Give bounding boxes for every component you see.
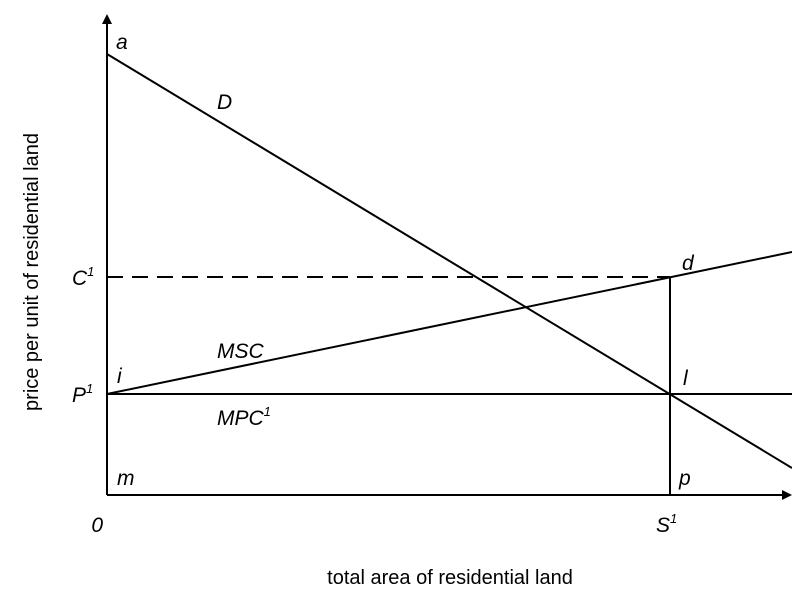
point-label-i: i [117, 365, 123, 388]
point-label-l: l [683, 367, 689, 390]
point-label-m: m [117, 467, 135, 490]
point-label-a: a [116, 31, 128, 54]
demand-curve [106, 53, 792, 469]
label-mpc: MPC1 [217, 404, 271, 430]
msc-curve [106, 251, 792, 395]
y-axis-title: price per unit of residential land [21, 133, 43, 411]
origin-label: 0 [91, 514, 103, 537]
label-msc: MSC [217, 340, 265, 363]
tick-label-c1: C1 [72, 264, 94, 290]
tick-label-p1: P1 [72, 381, 93, 407]
label-demand: D [217, 91, 232, 114]
tick-label-s1: S1 [656, 511, 677, 537]
point-label-d: d [682, 252, 695, 275]
point-label-p: p [678, 467, 691, 490]
x-axis-title: total area of residential land [327, 567, 573, 589]
